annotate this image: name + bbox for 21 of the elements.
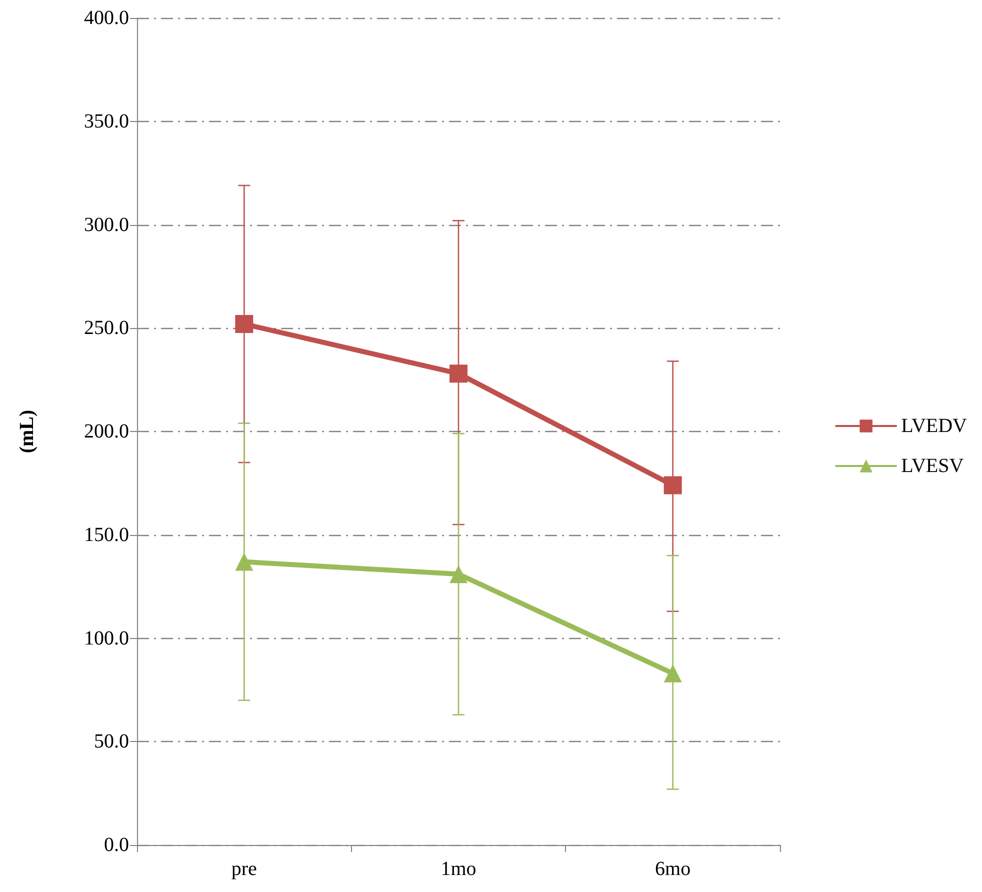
x-tick-label: 6mo: [655, 858, 691, 880]
point: [235, 552, 254, 571]
x-tick-label: 1mo: [440, 858, 476, 880]
y-tick-label: 0.0: [104, 834, 129, 856]
x-tick-label: pre: [231, 858, 258, 880]
point: [664, 664, 682, 682]
y-tick-label: 350.0: [84, 110, 129, 132]
y-tick-label: 300.0: [84, 214, 129, 236]
point: [664, 476, 682, 494]
y-tick-label: 100.0: [84, 627, 129, 650]
y-tick-label: 250.0: [84, 317, 129, 340]
point: [450, 565, 468, 584]
y-tick-label: 400.0: [84, 7, 129, 29]
y-tick-label: 50.0: [94, 730, 129, 753]
legend-label: LVESV: [901, 455, 964, 477]
point: [450, 364, 468, 383]
point: [235, 314, 254, 333]
y-axis-title: (mL): [16, 410, 38, 454]
y-tick-label: 150.0: [84, 524, 129, 546]
y-tick-label: 200.0: [84, 420, 129, 442]
legend-label: LVEDV: [901, 415, 968, 437]
